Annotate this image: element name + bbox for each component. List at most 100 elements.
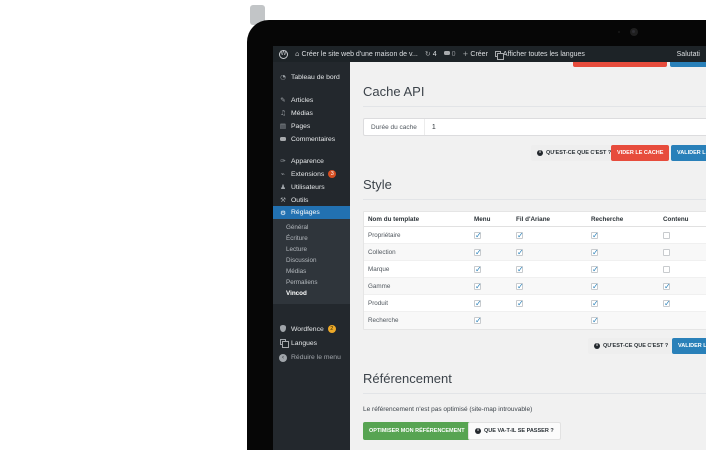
background-object [250,5,265,25]
sidebar-item-pages[interactable]: ▤ Pages [279,122,311,130]
checkbox-breadcrumb[interactable] [516,231,524,240]
languages-pages-icon [279,339,289,348]
wp-admin-sidebar: ◔ Tableau de bord ✎ Articles ♫ Médias ▤ … [273,62,355,450]
submenu-item-vincod[interactable]: Vincod [286,290,307,297]
style-template-table: Nom du template Menu Fil d'Ariane Recher… [363,211,706,330]
languages-icon [494,51,504,60]
settings-icon: ⚙ [280,208,286,217]
checkbox-search[interactable] [591,316,599,325]
sidebar-item-dashboard[interactable]: ◔ Tableau de bord [280,73,340,81]
sidebar-item-plugins[interactable]: ⌁ Extensions 3 [273,168,350,180]
cache-duration-value: 1 [431,123,436,131]
plus-icon: + [462,50,469,58]
sidebar-item-comments[interactable]: Commentaires [273,133,350,145]
cache-help-button[interactable]: i QU'EST-CE QUE C'EST ? [531,145,618,161]
submenu-item-lecture[interactable]: Lecture [286,246,308,253]
table-row: Produit [364,295,706,312]
submenu-item-permaliens[interactable]: Permaliens [286,279,318,286]
table-row: Collection [364,244,706,261]
device-screen: W ⌂ Créer le site web d'une maison de v.… [273,46,706,450]
sidebar-collapse-menu[interactable]: ‹ Réduire le menu [273,351,350,363]
checkbox-breadcrumb[interactable] [516,248,524,257]
sidebar-item-settings[interactable]: ⚙ Réglages [273,206,355,219]
sidebar-item-languages[interactable]: Langues [273,337,350,349]
checkbox-search[interactable] [591,299,599,308]
checkbox-breadcrumb[interactable] [516,282,524,291]
cache-duration-field[interactable]: Durée du cache 1 [363,118,706,136]
submenu-item-ecriture[interactable]: Écriture [286,235,308,242]
site-name: Créer le site web d'une maison de v... [301,50,418,58]
col-header-search: Recherche [591,216,624,223]
submenu-item-general[interactable]: Général [286,224,309,231]
site-link[interactable]: ⌂ Créer le site web d'une maison de v... [295,50,418,58]
submenu-item-discussion[interactable]: Discussion [286,257,317,264]
checkbox-menu[interactable] [474,265,482,274]
new-content-link[interactable]: + Créer [463,50,488,58]
tools-icon: ⚒ [280,196,286,204]
sidebar-item-medias[interactable]: ♫ Médias [280,109,313,117]
style-help-button[interactable]: i QU'EST-CE QUE C'EST ? [588,338,675,354]
dashboard-icon: ◔ [280,73,286,81]
table-row: Propriétaire [364,227,706,244]
checkbox-content[interactable] [663,282,671,291]
updates-count: 4 [432,50,437,58]
cache-duration-label: Durée du cache [364,119,425,135]
checkbox-search[interactable] [591,248,599,257]
seo-status-text: Le référencement n'est pas optimisé (sit… [363,406,533,413]
checkbox-menu[interactable] [474,248,482,257]
table-row: Gamme [364,278,706,295]
seo-info-button[interactable]: i QUE VA-T-IL SE PASSER ? [468,422,561,440]
checkbox-content[interactable] [663,266,670,273]
languages-label: Afficher toutes les langues [502,50,585,58]
sidebar-item-appearance[interactable]: ✑ Apparence [280,157,324,165]
checkbox-menu[interactable] [474,299,482,308]
checkbox-search[interactable] [591,231,599,240]
checkbox-breadcrumb[interactable] [516,299,524,308]
sidebar-item-users[interactable]: ♟ Utilisateurs [280,183,325,191]
wordfence-badge: 2 [327,325,336,333]
wp-admin-bar: W ⌂ Créer le site web d'une maison de v.… [273,46,706,62]
cutoff-blue-button[interactable] [670,62,706,67]
checkbox-content[interactable] [663,299,671,308]
submenu-item-medias[interactable]: Médias [286,268,307,275]
checkbox-menu[interactable] [474,316,482,325]
col-header-content: Contenu [663,216,689,223]
languages-link[interactable]: Afficher toutes les langues [494,50,585,60]
comments-bubble-icon [279,135,287,143]
checkbox-search[interactable] [591,265,599,274]
table-header-row: Nom du template Menu Fil d'Ariane Recher… [364,212,706,227]
col-header-menu: Menu [474,216,491,223]
updates-icon: ↻ [424,50,431,58]
cache-submit-button[interactable]: VALIDER LES [671,145,706,161]
plugins-update-badge: 3 [328,170,337,178]
checkbox-content[interactable] [663,232,670,239]
comments-icon [443,51,450,55]
clear-cache-button[interactable]: VIDER LE CACHE [611,145,670,161]
col-header-breadcrumb: Fil d'Ariane [516,216,551,223]
optimize-seo-button[interactable]: OPTIMISER MON RÉFÉRENCEMENT [363,422,471,440]
checkbox-search[interactable] [591,282,599,291]
checkbox-menu[interactable] [474,231,482,240]
comments-link[interactable]: 0 [443,51,456,58]
info-icon: i [537,150,543,156]
collapse-arrow-icon: ‹ [279,353,287,362]
style-submit-button[interactable]: VALIDER LES [672,338,706,354]
cutoff-red-button[interactable] [573,62,667,67]
sidebar-item-wordfence[interactable]: Wordfence 2 [273,323,350,335]
shield-icon [279,324,287,334]
sidebar-item-tools[interactable]: ⚒ Outils [280,196,309,204]
checkbox-menu[interactable] [474,282,482,291]
updates-link[interactable]: ↻ 4 [425,50,437,58]
seo-section-title: Référencement [363,371,706,394]
sidebar-item-articles[interactable]: ✎ Articles [280,96,314,104]
checkbox-content[interactable] [663,249,670,256]
pages-icon: ▤ [279,122,287,130]
checkbox-breadcrumb[interactable] [516,265,524,274]
wordpress-logo-icon[interactable]: W [279,49,288,59]
info-icon: i [475,428,481,434]
user-icon: ♟ [280,183,286,191]
greeting-text[interactable]: Salutati [676,50,700,58]
plugin-icon: ⌁ [281,170,285,178]
settings-submenu: Général Écriture Lecture Discussion Médi… [273,219,350,304]
